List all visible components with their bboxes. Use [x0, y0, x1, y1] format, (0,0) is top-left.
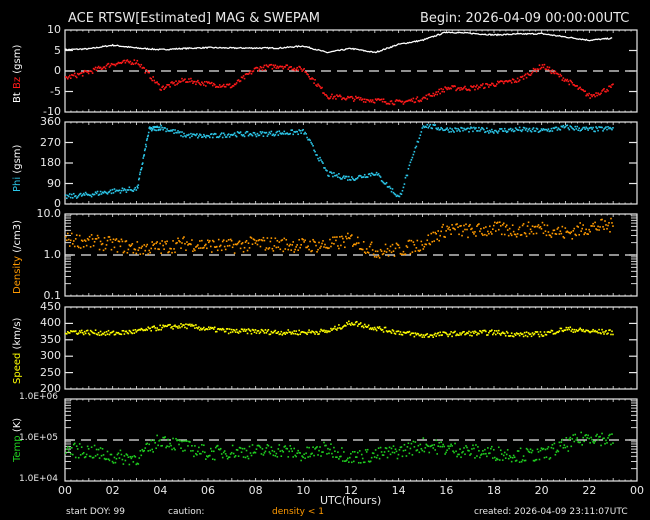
- phi-ytick: 0: [54, 197, 61, 210]
- start-doy: start DOY: 99: [66, 507, 125, 517]
- temp-ytick: 1.0E+05: [19, 433, 58, 443]
- caution-label: caution:: [168, 507, 205, 517]
- x-tick: 20: [534, 484, 549, 497]
- chart-title: ACE RTSW[Estimated] MAG & SWEPAM: [68, 11, 320, 26]
- x-tick: 04: [153, 484, 168, 497]
- bt-series: [64, 31, 613, 54]
- bz-label: Bz: [12, 76, 23, 90]
- mag-ytick: 0: [54, 64, 61, 77]
- x-axis-label: UTC(hours): [320, 494, 382, 507]
- x-tick: 12: [344, 484, 358, 497]
- x-tick: 16: [439, 484, 454, 497]
- density-ylabel: Density (/cm3): [12, 220, 23, 294]
- temp-label: Temp: [12, 435, 23, 462]
- speed-ylabel: Speed (km/s): [12, 318, 23, 384]
- x-tick: 00: [630, 484, 644, 497]
- phi-units: (gsm): [12, 144, 23, 174]
- phi-frame: [64, 121, 638, 205]
- speed-ytick: 450: [40, 300, 61, 313]
- x-tick: 00: [58, 484, 72, 497]
- temp-ytick: 1.0E+06: [19, 392, 58, 402]
- phi-ytick: 90: [47, 176, 61, 190]
- density-ytick: 1.0: [43, 248, 62, 261]
- phi-ylabel: Phi (gsm): [12, 145, 23, 192]
- phi-ytick: 180: [40, 156, 61, 169]
- speed-label: Speed: [12, 352, 23, 384]
- density-label: Density: [12, 255, 23, 294]
- speed-ytick: 250: [40, 365, 61, 379]
- bt-label: Bt: [12, 92, 23, 103]
- begin-timestamp: Begin: 2026-04-09 00:00:00UTC: [420, 11, 630, 26]
- created-timestamp: created: 2026-04-09 23:11:07UTC: [474, 507, 628, 517]
- temp-ytick: 1.0E+04: [19, 474, 58, 484]
- speed-ytick: 350: [40, 332, 61, 346]
- x-tick: 08: [248, 484, 263, 497]
- speed-ytick: 300: [40, 349, 61, 363]
- mag-ytick: 10: [47, 23, 61, 36]
- x-tick: 10: [296, 484, 311, 497]
- speed-units: (km/s): [12, 317, 23, 350]
- x-tick: 22: [582, 484, 597, 497]
- mag-ytick: 5: [54, 43, 61, 57]
- mag-ytick: -10: [43, 105, 61, 118]
- speed-ytick: 200: [40, 382, 61, 395]
- phi-ytick: 360: [40, 115, 61, 128]
- density-warning: density < 1: [272, 507, 324, 517]
- phi-ytick: 270: [40, 135, 61, 149]
- x-tick: 14: [391, 484, 406, 497]
- mag-ylabel: Bt Bz (gsm): [12, 45, 23, 103]
- density-ytick: 10.0: [36, 207, 62, 220]
- mag-units: (gsm): [12, 44, 23, 74]
- x-tick: 18: [487, 484, 501, 497]
- phi-label: Phi: [12, 176, 23, 192]
- temp-ylabel: Temp (K): [12, 418, 23, 462]
- speed-ytick: 400: [40, 316, 61, 330]
- x-tick: 02: [105, 484, 120, 497]
- density-ytick: 0.1: [43, 289, 62, 302]
- mag-ytick: -5: [50, 84, 61, 98]
- temp-units: (K): [12, 417, 23, 433]
- x-tick: 06: [201, 484, 215, 497]
- density-units: (/cm3): [12, 220, 23, 253]
- speed-frame: [64, 306, 638, 390]
